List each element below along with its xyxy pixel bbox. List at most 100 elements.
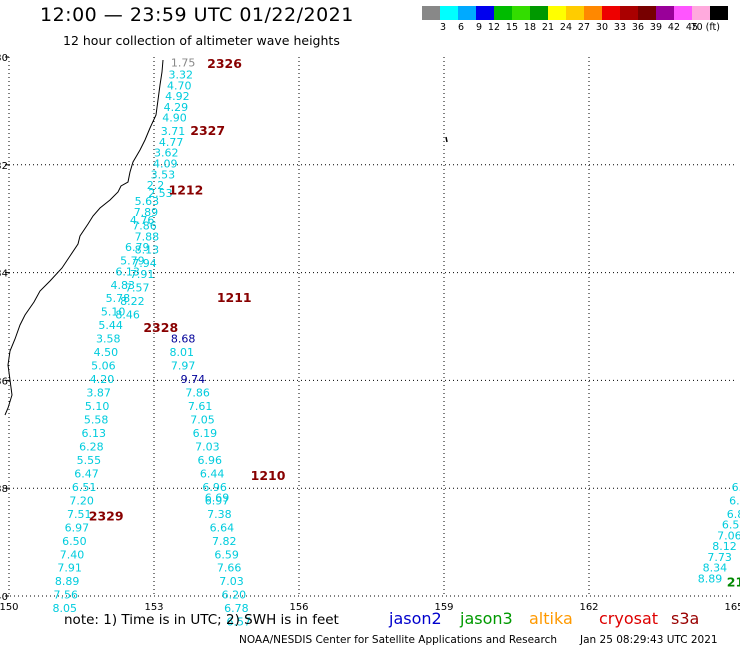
wave-height-value: 7.94: [132, 257, 157, 270]
wave-height-value: 7.03: [195, 440, 220, 453]
wave-height-value: 7.57: [125, 281, 150, 294]
wave-height-value: 7.86: [132, 219, 157, 232]
legend-swatch: [620, 6, 638, 20]
wave-height-value: 5.55: [77, 454, 102, 467]
wave-height-value: 4.50: [94, 346, 119, 359]
wave-height-value: 6.28: [79, 440, 104, 453]
wave-height-value: 2.53: [148, 187, 173, 200]
wave-height-value: 7.97: [171, 360, 196, 373]
satellite-altika: altika: [529, 609, 573, 628]
legend-swatch: [494, 6, 512, 20]
legend-swatch: [710, 6, 728, 20]
legend-swatch: [566, 6, 584, 20]
wave-height-value: 5.10: [101, 306, 126, 319]
wave-height-value: 3.58: [96, 333, 121, 346]
wave-height-value: 6.97: [65, 521, 90, 534]
legend-swatch: [638, 6, 656, 20]
wave-height-value: 5.79: [120, 255, 144, 268]
track-1212: 5.637.894.767.867.886.798.135.797.946.13…: [53, 195, 160, 615]
wave-height-value: 7.06: [717, 529, 740, 542]
x-tick-label: 153: [144, 602, 163, 613]
wave-height-value: 7.56: [53, 589, 78, 602]
wave-height-value: 6.: [732, 481, 740, 494]
wave-height-value: 6.79: [125, 241, 150, 254]
legend-swatch: [674, 6, 692, 20]
map-title: 12:00 — 23:59 UTC 01/22/2021: [40, 4, 354, 26]
legend-tick-label: 12: [487, 22, 500, 33]
wave-height-value: 7.91: [130, 268, 155, 281]
pass-number-label: 2328: [143, 320, 178, 335]
wave-height-value: 7.73: [707, 551, 732, 564]
wave-height-value: 8.05: [53, 602, 78, 615]
wave-height-value: 8.13: [135, 244, 160, 257]
wave-height-value: 8.89: [55, 575, 80, 588]
wave-height-value: 8.22: [120, 295, 144, 308]
wave-height-value: 6.64: [210, 521, 235, 534]
map-subtitle: 12 hour collection of altimeter wave hei…: [63, 33, 340, 48]
legend-swatch: [692, 6, 710, 20]
wave-height-value: 8.68: [171, 333, 196, 346]
wave-height-value: 6.20: [222, 589, 247, 602]
wave-height-value: 5.06: [91, 360, 116, 373]
australia-coastline: [4, 59, 164, 416]
wave-height-value: 7.91: [57, 562, 81, 575]
y-tick-label: 36: [0, 376, 8, 387]
legend-swatch: [512, 6, 530, 20]
coastline: [4, 59, 448, 416]
legend-tick-label: 36: [631, 22, 644, 33]
wave-height-value: 7.66: [217, 562, 242, 575]
x-tick-label: 159: [434, 602, 453, 613]
wave-height-value: 8.89: [698, 573, 723, 586]
generated-timestamp: Jan 25 08:29:43 UTC 2021: [580, 634, 718, 646]
wave-height-value: 6.13: [82, 427, 107, 440]
legend-tick-label: 30: [595, 22, 608, 33]
legend-swatch: [440, 6, 458, 20]
axis-labels: 150 153 156 159 162 165 30 32 34 36 38 40: [0, 53, 740, 613]
legend-swatch: [584, 6, 602, 20]
wave-height-value: 6.59: [214, 548, 239, 561]
track-2326-2327: 1.753.324.704.924.294.903.714.773.624.09…: [147, 57, 196, 200]
legend-swatch: [548, 6, 566, 20]
wave-height-value: 3.53: [151, 168, 176, 181]
x-tick-label: 165: [724, 602, 740, 613]
satellite-jason2: jason2: [389, 609, 442, 628]
legend-tick-label: 45: [685, 22, 698, 33]
wave-height-value: 8.34: [703, 562, 728, 575]
wave-height-value: 5.63: [135, 195, 160, 208]
wave-height-value: 4.90: [162, 112, 187, 125]
wave-height-value: 1.75: [171, 57, 196, 70]
wave-height-value: 7.88: [135, 230, 160, 243]
legend-tick-label: 21: [541, 22, 554, 33]
satellite-cryosat: cryosat: [599, 609, 659, 628]
wave-height-value: 7.20: [69, 494, 94, 507]
pass-number-label: 2329: [89, 509, 124, 524]
satellite-s3a: s3a: [671, 609, 700, 628]
wave-height-value: 6.78: [224, 602, 249, 615]
wave-height-value: 4.83: [111, 279, 136, 292]
wave-height-value: 7.61: [188, 400, 213, 413]
pass-number-label: 1210: [251, 468, 286, 483]
wave-height-value: 4.76: [130, 214, 155, 227]
legend-tick-label: 42: [667, 22, 680, 33]
wave-height-value: 6.50: [62, 535, 87, 548]
legend-tick-label: 39: [649, 22, 662, 33]
legend-swatch: [476, 6, 494, 20]
legend-tick-label: 24: [559, 22, 572, 33]
pass-number-label: 212: [727, 574, 740, 589]
y-tick-label: 32: [0, 161, 8, 172]
wave-height-value: 6.13: [115, 265, 140, 278]
legend-swatch: [458, 6, 476, 20]
island-mark: [445, 136, 448, 143]
pass-number-label: 1211: [217, 290, 252, 305]
wave-height-value: 6.53: [722, 519, 740, 532]
wave-height-value: 8.12: [712, 540, 737, 553]
legend-tick-label: 9: [475, 22, 482, 33]
units-note: note: 1) Time is in UTC; 2) SWH is in fe…: [64, 612, 339, 628]
wave-height-value: 6.1: [729, 494, 740, 507]
wave-height-value: 3.62: [154, 147, 179, 160]
wave-height-value: 7.82: [212, 535, 237, 548]
wave-height-value: 5.58: [84, 414, 109, 427]
wave-height-value: 3.71: [161, 125, 186, 138]
map-grid: [5, 56, 734, 597]
wave-height-value: 5.44: [98, 319, 123, 332]
